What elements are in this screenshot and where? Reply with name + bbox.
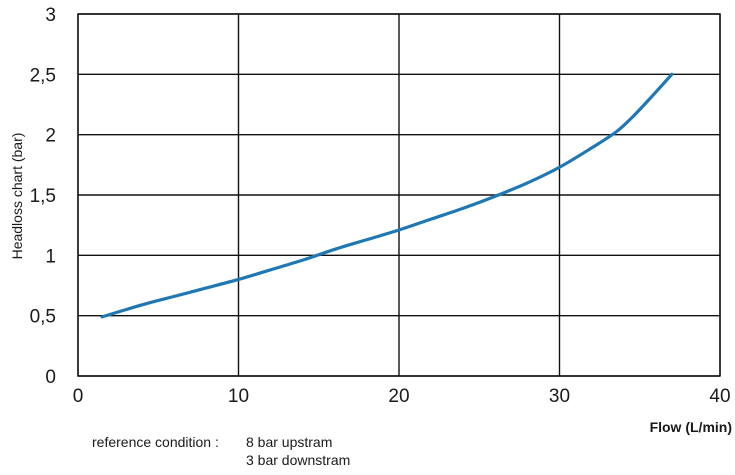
y-tick-label: 1,5 bbox=[30, 186, 56, 207]
x-tick-label: 0 bbox=[73, 386, 84, 407]
x-tick-label: 20 bbox=[388, 386, 409, 407]
y-tick-label: 3 bbox=[45, 5, 56, 26]
y-tick-label: 1 bbox=[45, 246, 56, 267]
x-tick-label: 40 bbox=[709, 386, 730, 407]
series-layer bbox=[100, 72, 674, 319]
y-tick-label: 2,5 bbox=[30, 65, 56, 86]
reference-condition-label: reference condition : bbox=[92, 434, 219, 450]
downstream-note: 3 bar downstram bbox=[246, 452, 351, 468]
plot-border bbox=[77, 13, 721, 377]
x-tick-label: 10 bbox=[228, 386, 249, 407]
y-axis-title: Headloss chart (bar) bbox=[9, 133, 25, 260]
y-tick-label: 0,5 bbox=[30, 307, 56, 328]
x-tick-labels: 0 10 20 30 40 bbox=[73, 386, 731, 407]
y-tick-labels: 0 0,5 1 1,5 2 2,5 3 bbox=[30, 5, 56, 388]
series-line bbox=[100, 72, 674, 319]
y-tick-label: 2 bbox=[45, 126, 56, 147]
grid bbox=[77, 13, 721, 377]
x-axis-title: Flow (L/min) bbox=[650, 419, 732, 435]
y-tick-label: 0 bbox=[45, 367, 56, 388]
x-tick-label: 30 bbox=[549, 386, 570, 407]
upstream-note: 8 bar upstram bbox=[246, 434, 333, 450]
